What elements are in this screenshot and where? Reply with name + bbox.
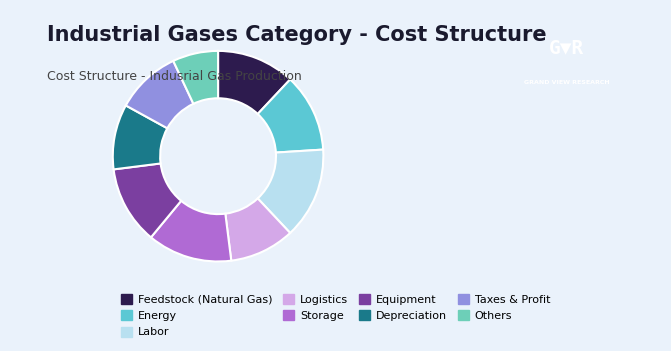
Wedge shape [258,79,323,153]
Wedge shape [258,150,323,233]
Wedge shape [225,198,290,261]
Wedge shape [151,201,231,261]
Text: Cost Structure - Indusrial Gas Production: Cost Structure - Indusrial Gas Productio… [47,70,302,83]
Wedge shape [113,164,181,237]
Text: G▼R: G▼R [550,39,584,58]
Text: Industrial Gases Category - Cost Structure: Industrial Gases Category - Cost Structu… [47,25,547,45]
Legend: Feedstock (Natural Gas), Energy, Labor, Logistics, Storage, Equipment, Depreciat: Feedstock (Natural Gas), Energy, Labor, … [117,290,554,342]
Wedge shape [173,51,218,104]
Text: GRAND VIEW RESEARCH: GRAND VIEW RESEARCH [524,80,610,85]
Wedge shape [125,61,193,128]
Wedge shape [113,105,167,170]
Wedge shape [218,51,290,114]
